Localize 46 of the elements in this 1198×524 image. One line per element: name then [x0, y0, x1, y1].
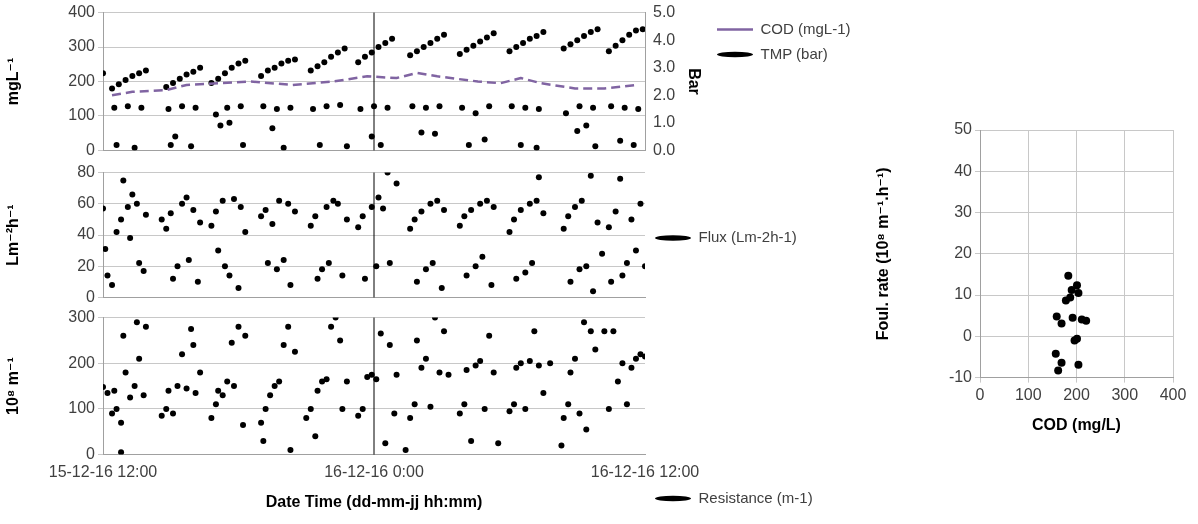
- y-axis-title: mgL⁻¹: [4, 57, 22, 106]
- y-tick-label: 200: [68, 353, 96, 371]
- y-tick-label: 60: [77, 194, 96, 212]
- y2-tick-label: 5.0: [653, 3, 676, 21]
- x-axis-title: Date Time (dd-mm-jj hh:mm): [265, 492, 483, 510]
- y-tick-label: 300: [68, 37, 96, 55]
- legend-label: Flux (Lm-2h-1): [698, 228, 797, 246]
- y2-tick-label: 4.0: [653, 30, 676, 48]
- y-tick-label: 0: [86, 140, 96, 158]
- y-tick-label: -10: [948, 368, 973, 386]
- legend-label: TMP (bar): [760, 44, 828, 62]
- x-tick-label: 16-12-16 12:00: [590, 462, 700, 480]
- y-tick-label: 0: [86, 287, 96, 305]
- y-axis-title: Foul. rate (10⁸ m⁻¹.h⁻¹): [874, 167, 892, 341]
- legend-label: Resistance (m-1): [698, 488, 813, 506]
- y-tick-label: 100: [68, 106, 96, 124]
- legend-label: COD (mgL-1): [760, 19, 851, 37]
- y-tick-label: 10: [954, 285, 973, 303]
- y-tick-label: 0: [86, 445, 96, 463]
- y-tick-label: 50: [954, 120, 973, 138]
- y-tick-label: 20: [77, 256, 96, 274]
- y2-tick-label: 1.0: [653, 113, 676, 131]
- y-tick-label: 300: [68, 308, 96, 326]
- y-tick-label: 30: [954, 202, 973, 220]
- y2-axis-title: Bar: [685, 68, 703, 95]
- y-tick-label: 40: [77, 225, 96, 243]
- y-tick-label: 100: [68, 399, 96, 417]
- y2-tick-label: 2.0: [653, 85, 676, 103]
- x-tick-label: 100: [1014, 385, 1042, 403]
- y2-tick-label: 3.0: [653, 58, 676, 76]
- x-tick-label: 0: [975, 385, 985, 403]
- y-tick-label: 20: [954, 244, 973, 262]
- y-tick-label: 80: [77, 163, 96, 181]
- x-tick-label: 16-12-16 0:00: [324, 462, 424, 480]
- y-tick-label: 400: [68, 3, 96, 21]
- x-tick-label: 15-12-16 12:00: [48, 462, 158, 480]
- y-axis-title: Lm⁻²h⁻¹: [4, 204, 22, 266]
- x-tick-label: 200: [1063, 385, 1090, 403]
- y2-tick-label: 0.0: [653, 140, 676, 158]
- y-tick-label: 0: [963, 326, 973, 344]
- y-tick-label: 200: [68, 71, 96, 89]
- x-tick-label: 300: [1111, 385, 1139, 403]
- x-tick-label: 400: [1159, 385, 1187, 403]
- y-axis-title: 10⁸ m⁻¹: [4, 357, 22, 416]
- y-tick-label: 40: [954, 161, 973, 179]
- x-axis-title: COD (mg/L): [1032, 415, 1121, 433]
